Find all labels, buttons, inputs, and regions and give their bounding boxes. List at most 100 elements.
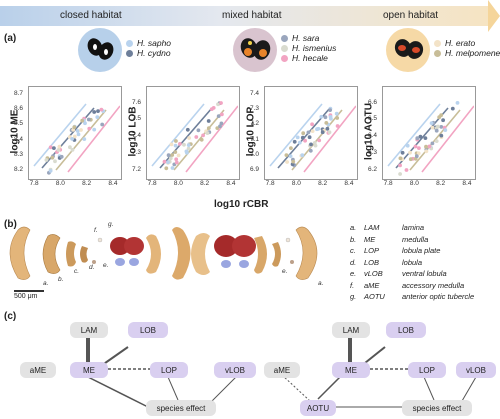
butterfly-icon-open bbox=[386, 28, 430, 72]
scale-bar-label: 500 μm bbox=[14, 293, 38, 300]
scatter-point bbox=[415, 136, 420, 141]
neuropil-letter: e. bbox=[103, 262, 109, 269]
legend-closed: H. sapho H. cydno bbox=[126, 38, 171, 58]
y-tick-label: 8.3 bbox=[14, 151, 24, 158]
scatter-point bbox=[398, 163, 402, 168]
legend-label: H. cydno bbox=[137, 48, 171, 58]
x-tick-label: 8.2 bbox=[200, 180, 210, 187]
scatter-point bbox=[173, 143, 178, 148]
scatter-point bbox=[400, 150, 405, 155]
legend-dot bbox=[281, 54, 288, 62]
node-species-effect: species effect bbox=[402, 400, 472, 416]
scatter-point bbox=[80, 118, 85, 123]
regression-line bbox=[291, 109, 343, 171]
habitat-gradient-bar bbox=[0, 6, 490, 26]
scatter-point bbox=[424, 149, 429, 154]
scatter-point bbox=[82, 137, 87, 141]
regression-line bbox=[159, 107, 213, 169]
legend-item: H. melpomene bbox=[434, 48, 500, 58]
medulla-left bbox=[42, 234, 61, 274]
scatter-point bbox=[284, 153, 289, 157]
scatter-point bbox=[320, 130, 325, 135]
plot-marks bbox=[387, 101, 474, 176]
neuropil-letter: d. bbox=[89, 264, 95, 271]
habitat-label-mixed: mixed habitat bbox=[222, 10, 282, 21]
vlob-left bbox=[92, 260, 96, 264]
scatter-point bbox=[186, 146, 191, 151]
lobula-plate-right bbox=[272, 242, 281, 267]
plot-marks bbox=[269, 103, 356, 173]
x-tick-label: 8.2 bbox=[436, 180, 446, 187]
scatter-point bbox=[100, 122, 105, 127]
legend-label: H. sara bbox=[292, 33, 320, 43]
scatter-point bbox=[398, 156, 403, 161]
scatter-point bbox=[68, 145, 72, 150]
node-lob: LOB bbox=[128, 322, 168, 338]
scatter-point bbox=[398, 172, 402, 176]
neuropil-letter: f. bbox=[94, 227, 98, 234]
scatter-point bbox=[297, 140, 302, 145]
y-tick-label: 6.2 bbox=[368, 165, 378, 173]
neuropil-legend: a. LAM lamina b. ME medulla c. LOP lobula plat… bbox=[350, 222, 474, 303]
x-tick-label: 8.4 bbox=[344, 180, 354, 187]
habitat-arrow-head bbox=[488, 0, 500, 32]
scatter-point bbox=[220, 112, 224, 117]
neuropil-letter: e. bbox=[282, 268, 288, 275]
scatter-point bbox=[53, 159, 57, 164]
x-tick-label: 8.2 bbox=[82, 180, 92, 187]
ame-right bbox=[285, 237, 291, 243]
neuropil-letter: c. bbox=[74, 268, 80, 275]
legend-item: H. hecale bbox=[281, 53, 336, 63]
node-lam: LAM bbox=[332, 322, 370, 338]
scatter-point bbox=[170, 153, 175, 157]
scatter-point bbox=[96, 109, 100, 113]
habitat-label-closed: closed habitat bbox=[60, 10, 122, 21]
scatter-point bbox=[295, 135, 300, 140]
regression-line bbox=[33, 103, 87, 167]
scatter-point bbox=[450, 106, 455, 111]
y-tick-label: 7.1 bbox=[250, 135, 260, 143]
scatter-point bbox=[219, 121, 224, 126]
aotu-b bbox=[221, 260, 231, 268]
scatter-point bbox=[164, 166, 169, 171]
legend-dot bbox=[434, 39, 441, 47]
y-tick-label: 6.9 bbox=[250, 166, 260, 174]
scatter-point bbox=[427, 144, 432, 149]
legend-dot bbox=[126, 39, 133, 47]
regression-line bbox=[173, 109, 225, 171]
scatter-point bbox=[187, 136, 191, 140]
node-me: ME bbox=[332, 362, 370, 378]
legend-dot bbox=[281, 34, 288, 42]
habitat-label-open: open habitat bbox=[383, 10, 439, 21]
y-tick-label: 7.6 bbox=[132, 98, 142, 106]
x-tick-label: 8.4 bbox=[226, 180, 236, 187]
scatter-point bbox=[162, 159, 167, 164]
scatter-plot bbox=[382, 86, 476, 180]
aotu-left bbox=[115, 258, 125, 266]
panel-label-b: (b) bbox=[4, 219, 17, 230]
node-vlob: vLOB bbox=[456, 362, 496, 378]
legend-item: H. sapho bbox=[126, 38, 171, 48]
central-brain-red bbox=[110, 237, 130, 255]
edge bbox=[87, 376, 149, 408]
scatter-point bbox=[310, 122, 314, 127]
y-tick-label: 7.2 bbox=[250, 120, 260, 128]
scatter-point bbox=[168, 156, 173, 161]
scatter-point bbox=[184, 149, 189, 154]
scatter-point bbox=[300, 153, 305, 158]
scatter-point bbox=[310, 129, 315, 133]
regression-line bbox=[41, 107, 95, 169]
y-tick-label: 8.2 bbox=[14, 166, 24, 174]
x-tick-label: 8.0 bbox=[173, 180, 183, 187]
central-brain-red bbox=[124, 237, 144, 255]
scatter-point bbox=[176, 153, 181, 158]
node-me: ME bbox=[70, 362, 108, 378]
ame-left bbox=[97, 237, 103, 243]
medulla-right-a bbox=[146, 234, 161, 274]
x-tick-label: 8.0 bbox=[55, 180, 65, 187]
scatter-point bbox=[215, 126, 220, 130]
legend-open: H. erato H. melpomene bbox=[434, 38, 500, 58]
scatter-point bbox=[86, 117, 91, 122]
scatter-point bbox=[423, 136, 428, 140]
medulla-left-b bbox=[191, 233, 210, 275]
